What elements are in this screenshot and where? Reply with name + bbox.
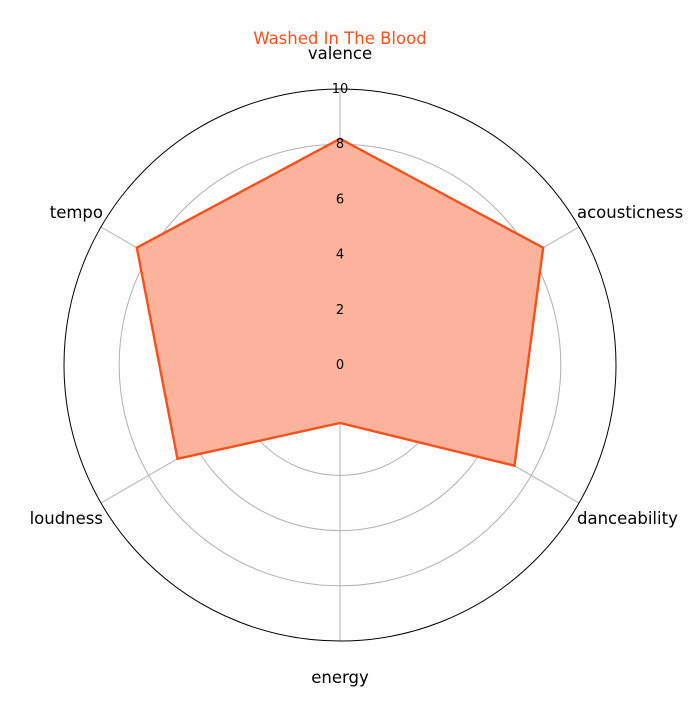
series-fill [136, 138, 544, 466]
radar-series [135, 137, 545, 468]
tick-label-4: 4 [336, 248, 344, 263]
axis-label-energy: energy [311, 668, 369, 687]
tick-label-10: 10 [332, 82, 349, 97]
tick-label-8: 8 [336, 137, 344, 152]
axis-label-loudness: loudness [30, 509, 103, 528]
axis-label-acousticness: acousticness [577, 203, 683, 222]
axis-label-tempo: tempo [50, 203, 103, 222]
outer-frame [63, 88, 617, 642]
tick-label-0: 0 [336, 358, 344, 373]
axis-label-danceability: danceability [577, 509, 678, 528]
axis-labels: valence acousticness danceability energy lou… [30, 44, 684, 687]
chart-title: Washed In The Blood [253, 29, 426, 48]
tick-label-6: 6 [336, 192, 344, 207]
series-line [135, 137, 545, 468]
axis-label-valence: valence [308, 44, 372, 63]
tick-label-2: 2 [336, 303, 344, 318]
radial-ticks: 0 2 4 6 8 10 [332, 82, 349, 373]
